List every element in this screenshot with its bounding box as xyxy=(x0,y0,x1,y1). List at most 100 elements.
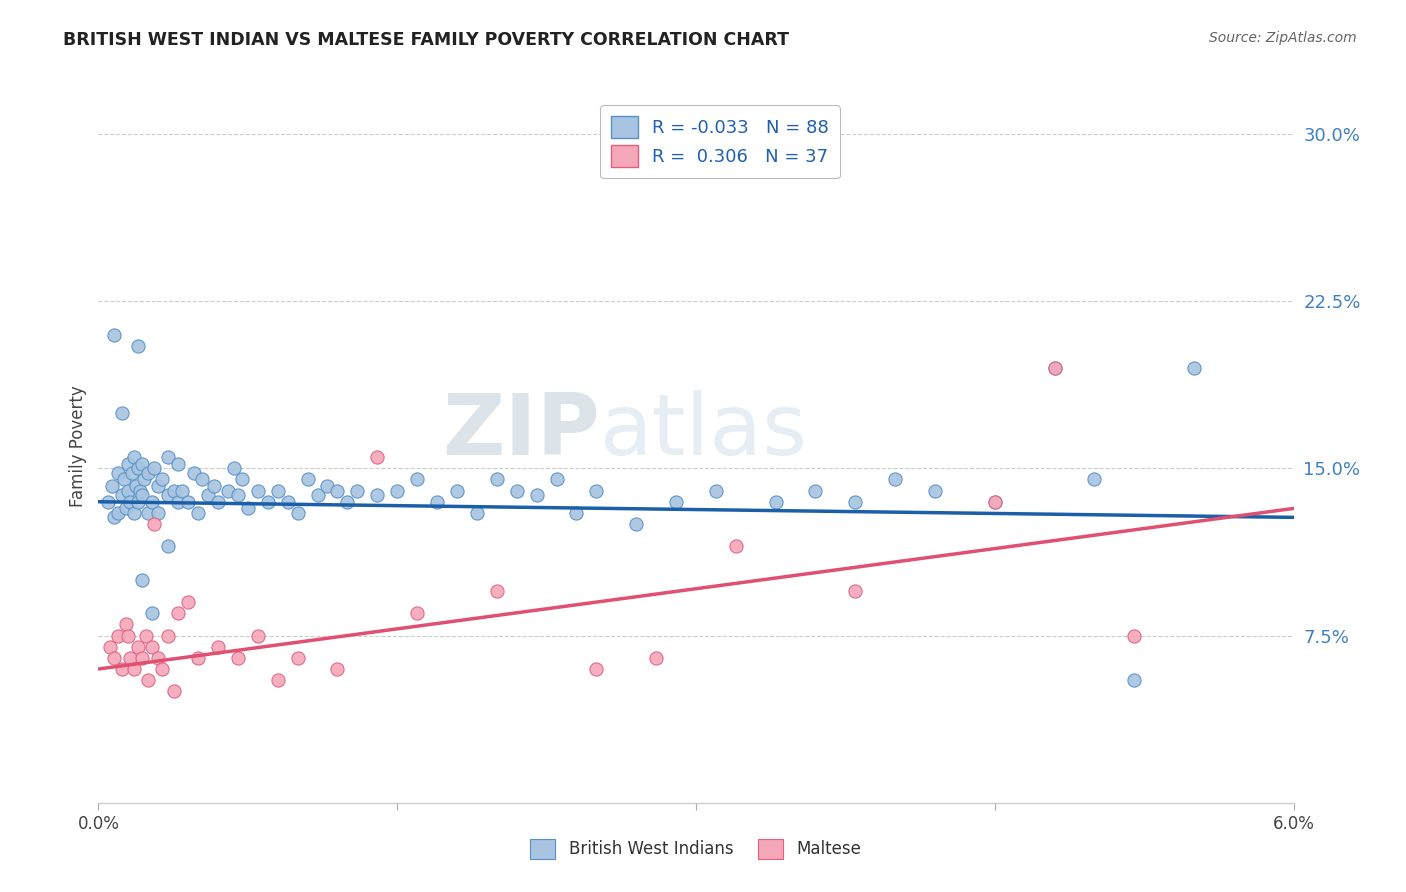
Point xyxy=(143,516,166,531)
Point xyxy=(665,494,688,508)
Point xyxy=(236,501,259,516)
Point xyxy=(202,479,225,493)
Point xyxy=(406,472,429,486)
Point xyxy=(167,494,190,508)
Point xyxy=(187,651,209,665)
Point xyxy=(485,472,508,486)
Point xyxy=(127,338,149,352)
Point xyxy=(1123,673,1146,687)
Point xyxy=(115,501,138,516)
Point xyxy=(107,466,129,480)
Point xyxy=(346,483,368,498)
Point xyxy=(231,472,253,486)
Point xyxy=(565,506,588,520)
Point xyxy=(157,450,180,464)
Point xyxy=(844,583,866,598)
Point xyxy=(316,479,339,493)
Text: ZIP: ZIP xyxy=(443,390,600,474)
Point xyxy=(222,461,245,475)
Point xyxy=(124,662,146,676)
Point xyxy=(134,472,156,486)
Point xyxy=(141,640,163,654)
Point xyxy=(107,506,129,520)
Point xyxy=(546,472,568,486)
Point xyxy=(143,461,166,475)
Point xyxy=(117,457,139,471)
Point xyxy=(277,494,299,508)
Point xyxy=(287,651,309,665)
Point xyxy=(924,483,946,498)
Point xyxy=(129,483,152,498)
Point xyxy=(107,628,129,642)
Point xyxy=(167,607,190,621)
Point xyxy=(1182,360,1205,375)
Point xyxy=(585,662,607,676)
Point xyxy=(191,472,214,486)
Point xyxy=(167,457,190,471)
Point xyxy=(226,651,249,665)
Point xyxy=(157,539,180,553)
Point xyxy=(111,488,134,502)
Point xyxy=(506,483,529,498)
Point xyxy=(103,327,125,342)
Point xyxy=(1043,360,1066,375)
Point xyxy=(127,494,149,508)
Point xyxy=(406,607,429,621)
Point xyxy=(246,628,269,642)
Point xyxy=(136,466,159,480)
Point xyxy=(336,494,359,508)
Point xyxy=(526,488,548,502)
Point xyxy=(267,483,290,498)
Point xyxy=(645,651,668,665)
Point xyxy=(163,483,186,498)
Point xyxy=(426,494,449,508)
Point xyxy=(141,607,163,621)
Point xyxy=(307,488,329,502)
Point xyxy=(148,479,170,493)
Point xyxy=(172,483,194,498)
Text: BRITISH WEST INDIAN VS MALTESE FAMILY POVERTY CORRELATION CHART: BRITISH WEST INDIAN VS MALTESE FAMILY PO… xyxy=(63,31,789,49)
Text: atlas: atlas xyxy=(600,390,808,474)
Point xyxy=(267,673,290,687)
Point xyxy=(121,466,143,480)
Point xyxy=(326,662,349,676)
Point xyxy=(207,640,229,654)
Y-axis label: Family Poverty: Family Poverty xyxy=(69,385,87,507)
Point xyxy=(183,466,205,480)
Point xyxy=(765,494,787,508)
Point xyxy=(150,662,173,676)
Point xyxy=(157,488,180,502)
Point xyxy=(111,662,134,676)
Point xyxy=(150,472,173,486)
Point xyxy=(103,651,125,665)
Point xyxy=(1123,628,1146,642)
Point xyxy=(1083,472,1105,486)
Point xyxy=(117,628,139,642)
Point xyxy=(124,450,146,464)
Point xyxy=(111,405,134,419)
Point xyxy=(485,583,508,598)
Point xyxy=(246,483,269,498)
Point xyxy=(131,573,153,587)
Point xyxy=(626,516,648,531)
Point xyxy=(115,617,138,632)
Point xyxy=(177,595,200,609)
Point xyxy=(103,510,125,524)
Legend: British West Indians, Maltese: British West Indians, Maltese xyxy=(523,832,869,866)
Point xyxy=(724,539,747,553)
Point xyxy=(326,483,349,498)
Point xyxy=(97,494,120,508)
Point xyxy=(127,640,149,654)
Point xyxy=(187,506,209,520)
Point xyxy=(844,494,866,508)
Point xyxy=(207,494,229,508)
Point xyxy=(984,494,1007,508)
Point xyxy=(131,651,153,665)
Point xyxy=(157,628,180,642)
Point xyxy=(163,684,186,698)
Point xyxy=(124,506,146,520)
Point xyxy=(177,494,200,508)
Point xyxy=(884,472,907,486)
Point xyxy=(465,506,488,520)
Point xyxy=(148,651,170,665)
